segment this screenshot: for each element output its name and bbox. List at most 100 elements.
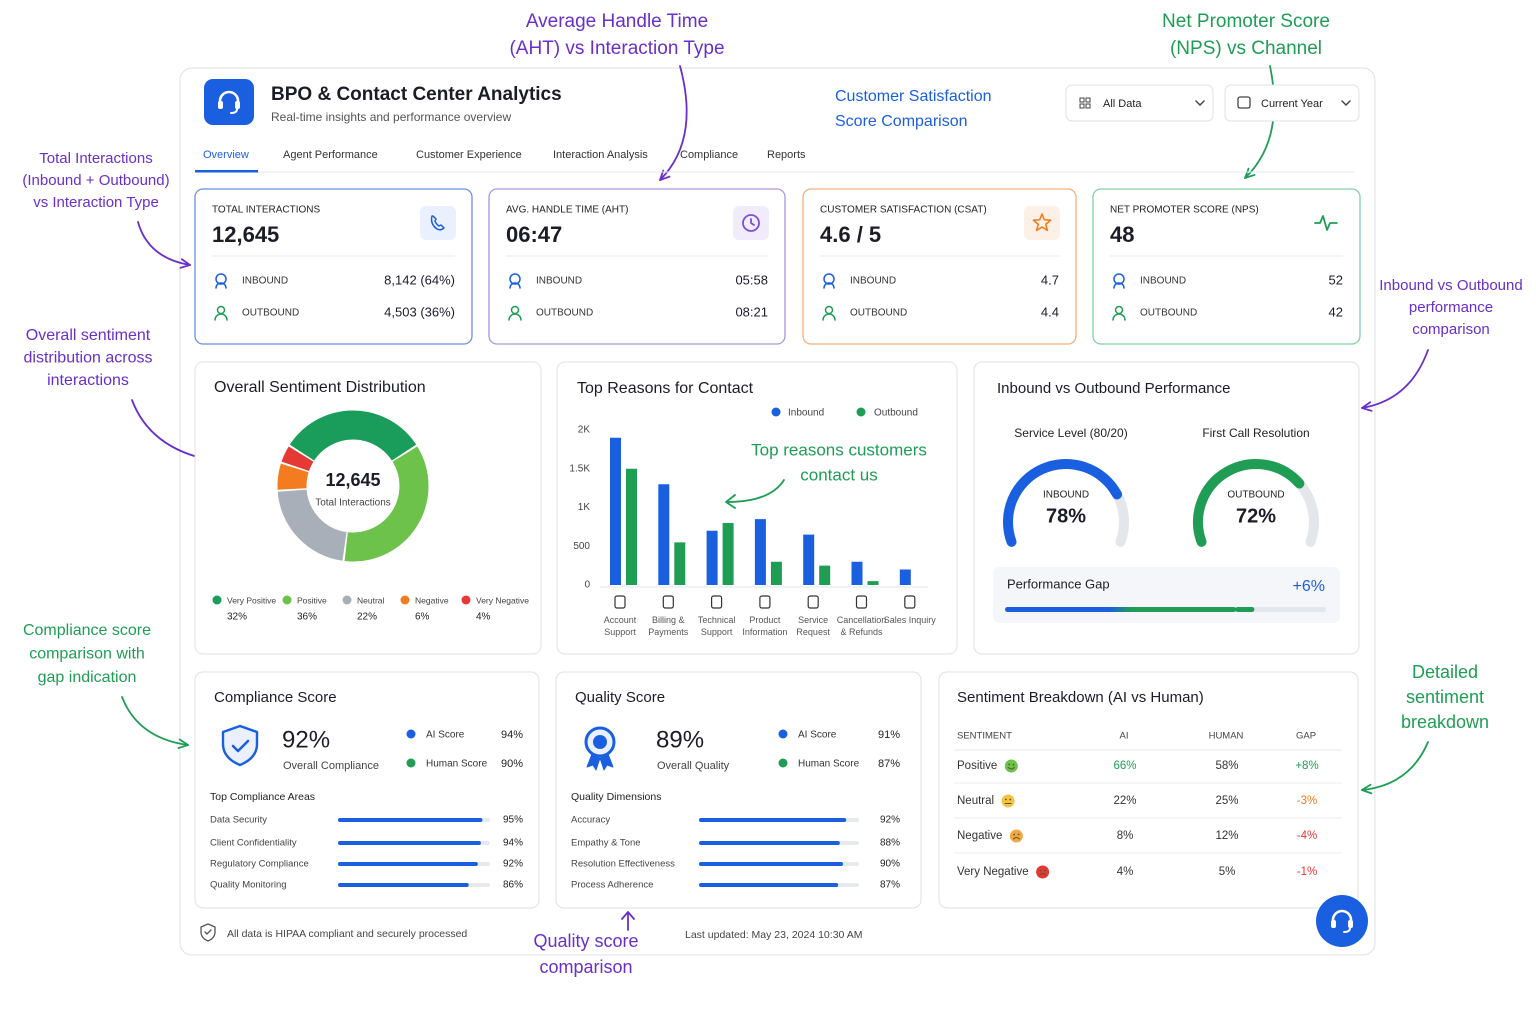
score-name: AI Score: [798, 730, 837, 741]
score-figure: 90%: [501, 758, 523, 770]
kpi-row-label: INBOUND: [850, 276, 896, 287]
x-tick-label: Cancellation & Refunds: [836, 615, 887, 637]
legend-label: Neutral: [357, 595, 385, 605]
score-dot: [778, 729, 788, 739]
headset-icon: [1348, 920, 1353, 928]
donut-center-label: Total Interactions: [315, 498, 391, 509]
section-title: Quality Dimensions: [571, 791, 661, 803]
legend-dot: [342, 595, 352, 605]
grid-icon: [1085, 97, 1091, 103]
icon: [1032, 213, 1052, 232]
area-value: 90%: [880, 859, 900, 870]
sentiment-emoji: [1008, 763, 1010, 766]
annotation-arrow: [177, 738, 189, 749]
area-name: Client Confidentiality: [210, 838, 297, 849]
icon: [823, 282, 835, 289]
chevron: [1195, 100, 1205, 106]
annotation: Compliance score: [23, 622, 151, 639]
inbound-icon: [509, 273, 521, 285]
icon: [215, 282, 227, 289]
kpi-row-value: 4,503 (36%): [384, 304, 455, 319]
category-label-box: Billing & Payments: [648, 615, 688, 637]
person-icon: [1112, 313, 1126, 321]
kpi-row-label: OUTBOUND: [1140, 308, 1197, 319]
annotation: breakdown: [1401, 712, 1489, 732]
annotation: Overall sentiment: [26, 327, 151, 344]
x-tick-label: Technical Support: [697, 615, 736, 637]
sentiment-emoji: [1017, 833, 1020, 836]
category-icon: [614, 595, 626, 609]
kpi-row-label: INBOUND: [1140, 276, 1186, 287]
annotation: Inbound vs Outbound: [1379, 277, 1522, 294]
bar: [626, 468, 637, 585]
page-subtitle: Real-time insights and performance overv…: [271, 110, 511, 124]
y-tick-label: 0: [584, 580, 590, 591]
area-value: 87%: [880, 880, 900, 891]
score-label: Overall Quality: [657, 760, 730, 772]
annotation-arrow: [659, 169, 671, 181]
filter-dropdown[interactable]: [1065, 84, 1214, 122]
bar: [770, 561, 782, 585]
annotation-arrow: [1361, 741, 1429, 791]
section-title: Top Compliance Areas: [210, 791, 315, 803]
panel-title: Inbound vs Outbound Performance: [997, 380, 1230, 397]
annotation: sentiment: [1406, 687, 1484, 707]
bar: [819, 565, 831, 585]
table-cell: -3%: [1297, 795, 1317, 807]
table-cell: Very Negative: [957, 866, 1029, 878]
area-value: 92%: [880, 815, 900, 826]
annotation: comparison: [1412, 321, 1490, 338]
tab[interactable]: Interaction Analysis: [553, 149, 648, 161]
progress-bar: [699, 818, 847, 822]
tab[interactable]: Compliance: [680, 149, 738, 161]
support-button[interactable]: [1316, 895, 1368, 947]
panel: [194, 361, 542, 655]
tab[interactable]: Customer Experience: [416, 149, 522, 161]
legend-value: 6%: [415, 612, 430, 623]
legend-dot: [400, 595, 410, 605]
panel: [194, 671, 540, 909]
tab[interactable]: Overview: [203, 149, 249, 161]
kpi-row-value: 4.7: [1041, 272, 1059, 287]
annotation-arrow: [137, 221, 191, 266]
sentiment-emoji: [1012, 763, 1015, 766]
category-label-box: Technical Support: [697, 615, 736, 637]
kpi-icon-bg: [420, 206, 456, 240]
x-tick-label: Account Support: [603, 615, 637, 637]
filter-dropdown[interactable]: [1224, 84, 1360, 122]
annotation-arrow: [659, 65, 688, 181]
annotation: Total Interactions: [39, 150, 152, 167]
table-cell: Positive: [957, 760, 997, 772]
score-figure: 87%: [878, 758, 900, 770]
inbound-icon: [823, 273, 835, 285]
bar: [851, 561, 863, 585]
headset-icon: [230, 108, 238, 114]
kpi-row-value: 05:58: [735, 272, 768, 287]
headset-icon: [1343, 927, 1351, 933]
grid-icon: [1079, 97, 1085, 103]
table-cell: -1%: [1297, 866, 1317, 878]
kpi-value: 4.6 / 5: [820, 222, 881, 247]
sentiment-emoji: [1009, 798, 1012, 801]
y-tick-label: 1K: [578, 502, 591, 513]
kpi-icon-bg: [1308, 206, 1344, 240]
legend-dot: [212, 595, 222, 605]
panel-title: Top Reasons for Contact: [577, 380, 754, 397]
icon: [430, 215, 445, 231]
score-name: AI Score: [426, 730, 465, 741]
footer-updated: Last updated: May 23, 2024 10:30 AM: [685, 929, 862, 941]
y-tick-label: 500: [573, 541, 590, 552]
progress-bar: [338, 818, 483, 822]
icon: [750, 218, 755, 226]
kpi-value: 48: [1110, 222, 1134, 247]
kpi-label: AVG. HANDLE TIME (AHT): [506, 205, 628, 216]
bar: [899, 569, 911, 585]
table-header: SENTIMENT: [957, 731, 1012, 742]
tab[interactable]: Reports: [767, 149, 806, 161]
donut-center-value: 12,645: [325, 470, 380, 490]
area-value: 88%: [880, 838, 900, 849]
page-title: BPO & Contact Center Analytics: [271, 84, 562, 105]
annotation: Detailed: [1412, 662, 1478, 682]
tab[interactable]: Agent Performance: [283, 149, 378, 161]
